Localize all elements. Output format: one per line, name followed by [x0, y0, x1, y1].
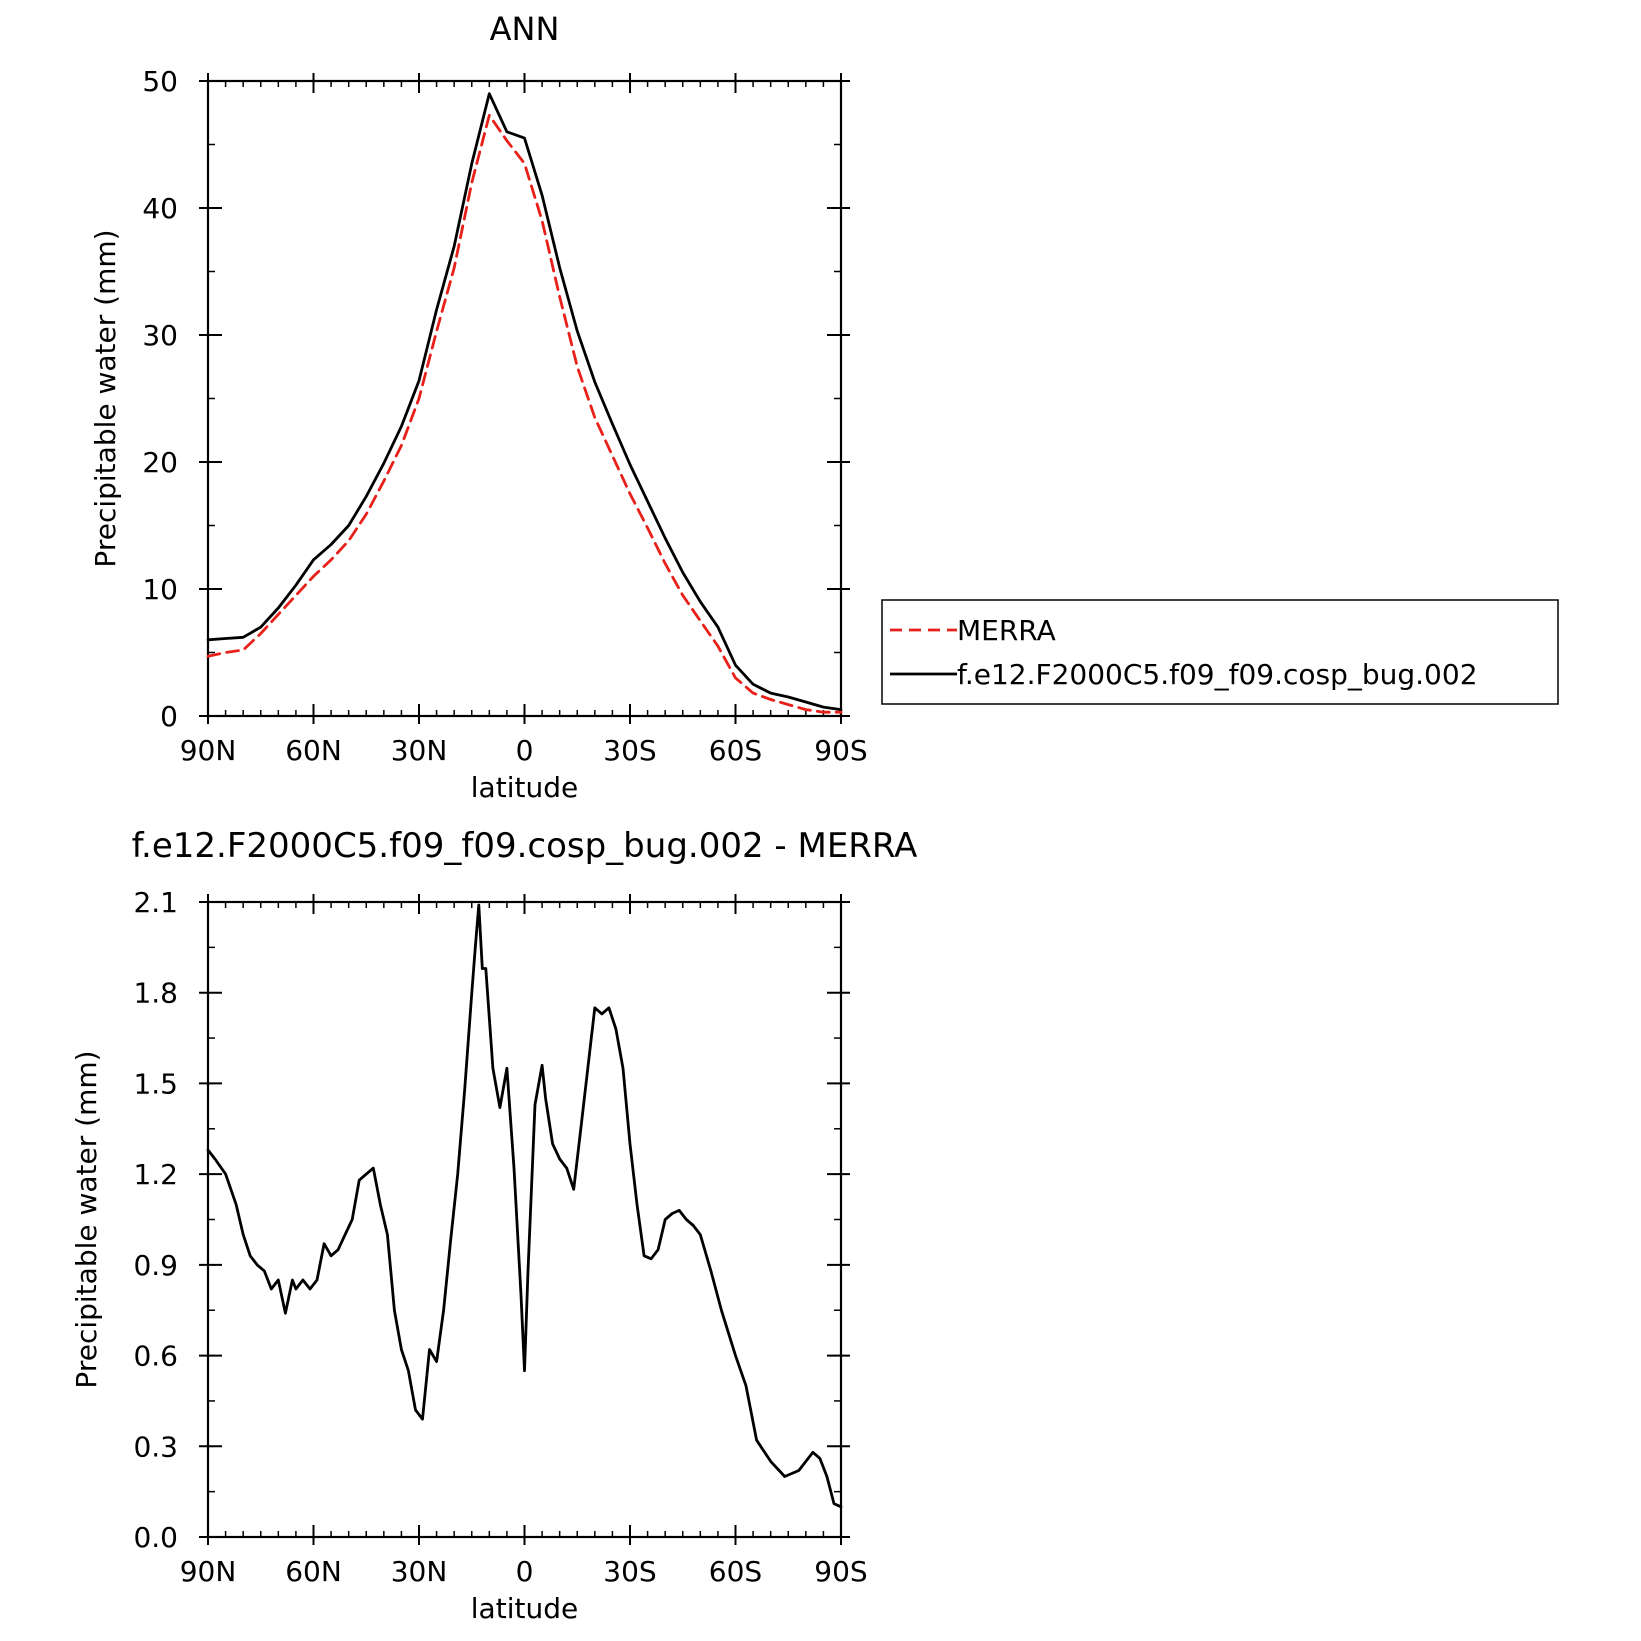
y-tick-label: 2.1	[133, 886, 178, 919]
y-tick-label: 0.0	[133, 1521, 178, 1554]
y-tick-label: 0.3	[133, 1430, 178, 1463]
legend-label-1: f.e12.F2000C5.f09_f09.cosp_bug.002	[957, 658, 1478, 691]
x-tick-label: 60S	[709, 734, 762, 767]
y-tick-label: 0	[160, 700, 178, 733]
plot-frame	[206, 900, 843, 1539]
y-tick-label: 10	[142, 573, 178, 606]
x-tick-label: 90S	[814, 734, 867, 767]
y-tick-label: 0.6	[133, 1340, 178, 1373]
x-tick-label: 30S	[603, 734, 656, 767]
y-tick-label: 30	[142, 319, 178, 352]
series-line-0	[206, 903, 843, 1509]
y-tick-label: 1.8	[133, 977, 178, 1010]
y-tick-label: 40	[142, 192, 178, 225]
y-axis-label: Precipitable water (mm)	[70, 1050, 103, 1388]
y-tick-label: 0.9	[133, 1249, 178, 1282]
x-axis-label: latitude	[471, 771, 578, 804]
top-chart-panel: 90N 60N 30N 0 30S 60S 90S 0 10 20 30 40 50 ANN latitud…	[89, 10, 1559, 804]
x-tick-label: 30N	[391, 734, 448, 767]
y-tick-label: 1.5	[133, 1067, 178, 1100]
x-tick-label: 0	[516, 734, 534, 767]
x-tick-label: 60N	[285, 734, 342, 767]
x-tick-label: 90N	[180, 734, 237, 767]
chart-title: ANN	[490, 10, 560, 48]
chart-title: f.e12.F2000C5.f09_f09.cosp_bug.002 - MER…	[132, 826, 918, 866]
x-tick-label: 0	[516, 1555, 534, 1588]
y-axis-label: Precipitable water (mm)	[89, 229, 122, 567]
x-tick-label: 30N	[391, 1555, 448, 1588]
legend-label-0: MERRA	[957, 614, 1056, 647]
y-tick-label: 20	[142, 446, 178, 479]
y-tick-label: 1.2	[133, 1158, 178, 1191]
x-tick-label: 60N	[285, 1555, 342, 1588]
x-tick-label: 90S	[814, 1555, 867, 1588]
plot-frame	[206, 79, 843, 718]
x-tick-label: 90N	[180, 1555, 237, 1588]
x-tick-label: 60S	[709, 1555, 762, 1588]
y-tick-label: 50	[142, 65, 178, 98]
series-line-0	[206, 113, 843, 714]
x-axis-label: latitude	[471, 1592, 578, 1625]
legend-box	[881, 599, 1559, 705]
series-line-1	[206, 92, 843, 711]
bottom-chart-panel: 90N 60N 30N 0 30S 60S 90S 0.0 0.3 0.6 0.9 1.2 1.5 1.8…	[70, 826, 917, 1625]
x-tick-label: 30S	[603, 1555, 656, 1588]
